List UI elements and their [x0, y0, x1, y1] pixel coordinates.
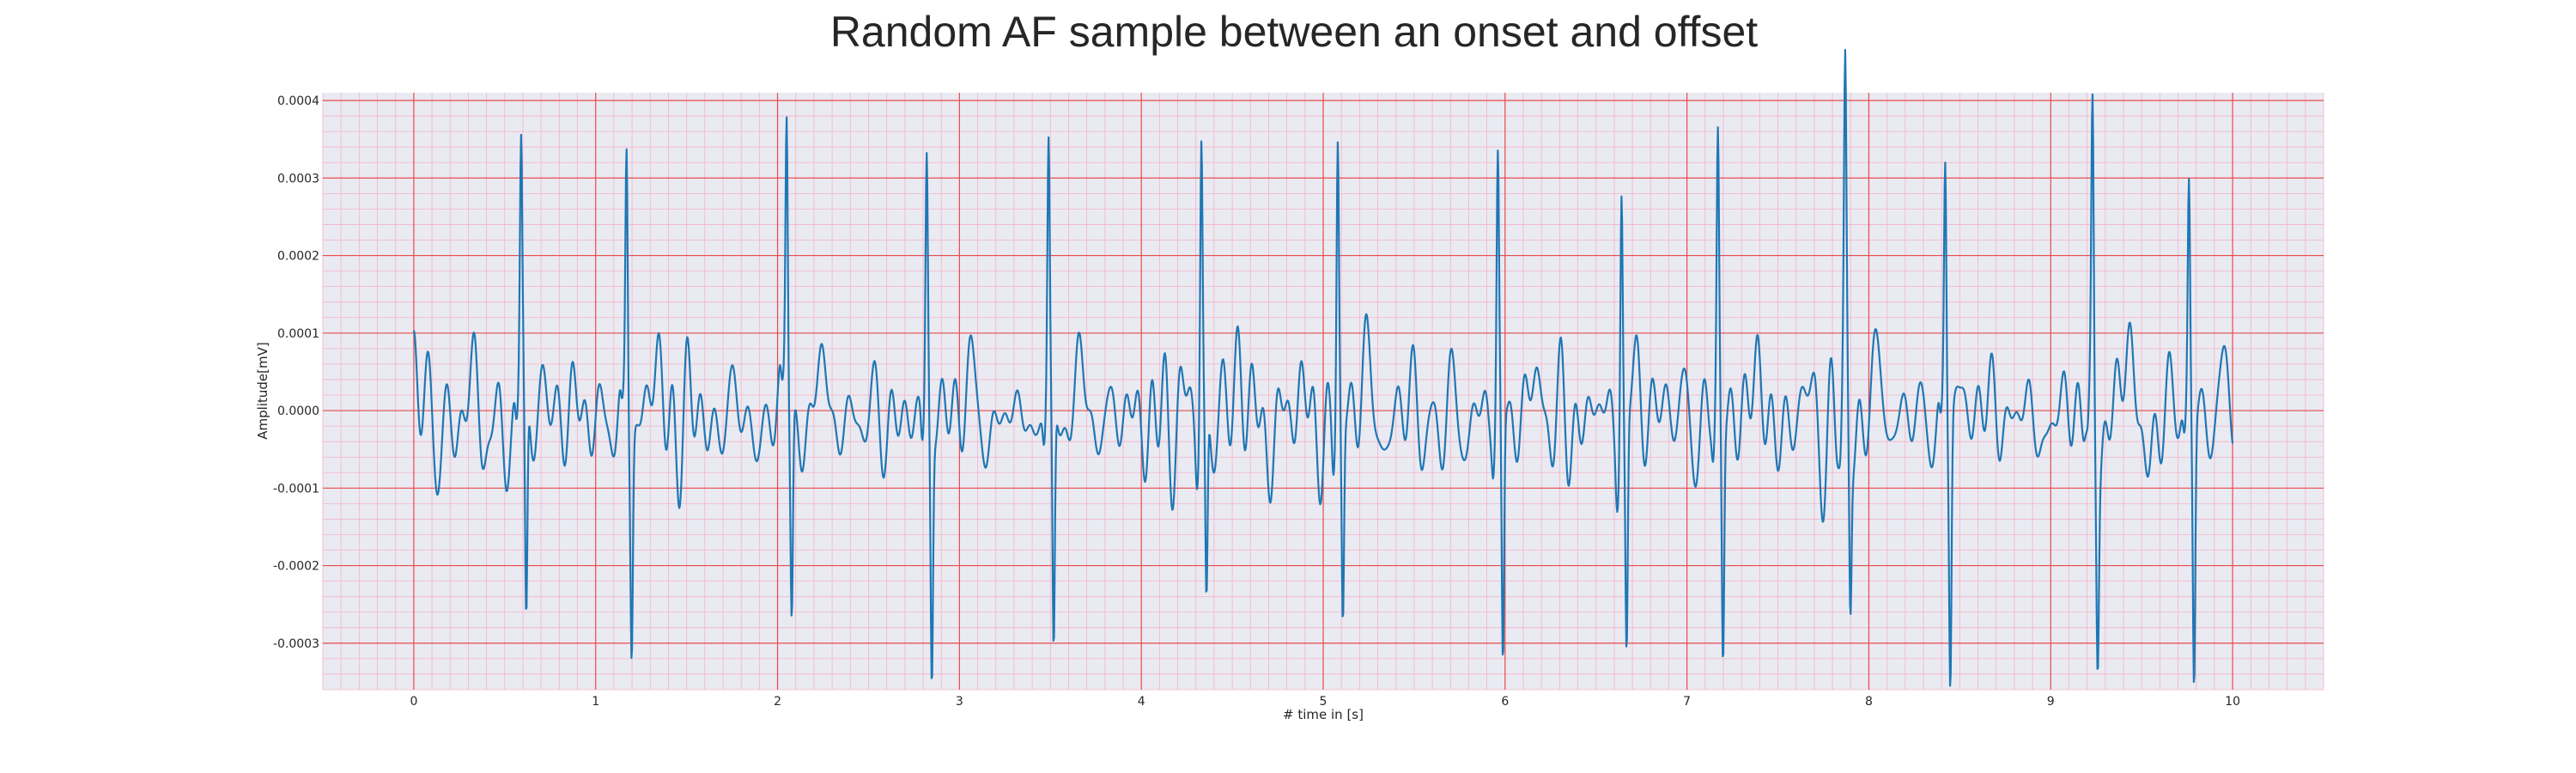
x-tick-label: 6 [1501, 695, 1509, 709]
y-tick-label: 0.0003 [277, 172, 319, 186]
x-tick-label: 8 [1865, 695, 1873, 709]
x-tick-label: 10 [2225, 695, 2240, 709]
y-tick-label: 0.0004 [277, 94, 319, 108]
x-tick-label: 5 [1320, 695, 1327, 709]
y-axis-label: Amplitude[mV] [255, 342, 270, 439]
series-line [412, 49, 2234, 687]
y-tick-label: 0.0001 [277, 327, 319, 341]
y-tick-label: 0.0002 [277, 250, 319, 264]
x-tick-label: 7 [1683, 695, 1691, 709]
x-tick-label: 2 [774, 695, 781, 709]
chart-title: Random AF sample between an onset and of… [830, 8, 1758, 56]
y-tick-label: -0.0003 [273, 637, 319, 651]
x-tick-label: 0 [410, 695, 417, 709]
x-axis-ticks: 0 1 2 3 4 5 6 7 8 9 10 [410, 695, 2240, 709]
grid-major [323, 93, 2324, 690]
x-tick-label: 1 [592, 695, 599, 709]
y-tick-label: 0.0000 [277, 405, 319, 418]
x-tick-label: 9 [2047, 695, 2055, 709]
x-tick-label: 4 [1138, 695, 1145, 709]
x-axis-label: # time in [s] [1283, 707, 1364, 722]
y-tick-label: -0.0002 [273, 560, 319, 574]
x-tick-label: 3 [956, 695, 963, 709]
y-tick-label: -0.0001 [273, 482, 319, 496]
y-axis-ticks: -0.0003 -0.0002 -0.0001 0.0000 0.0001 0.0002 0… [273, 94, 319, 651]
plot-area [322, 49, 2324, 691]
